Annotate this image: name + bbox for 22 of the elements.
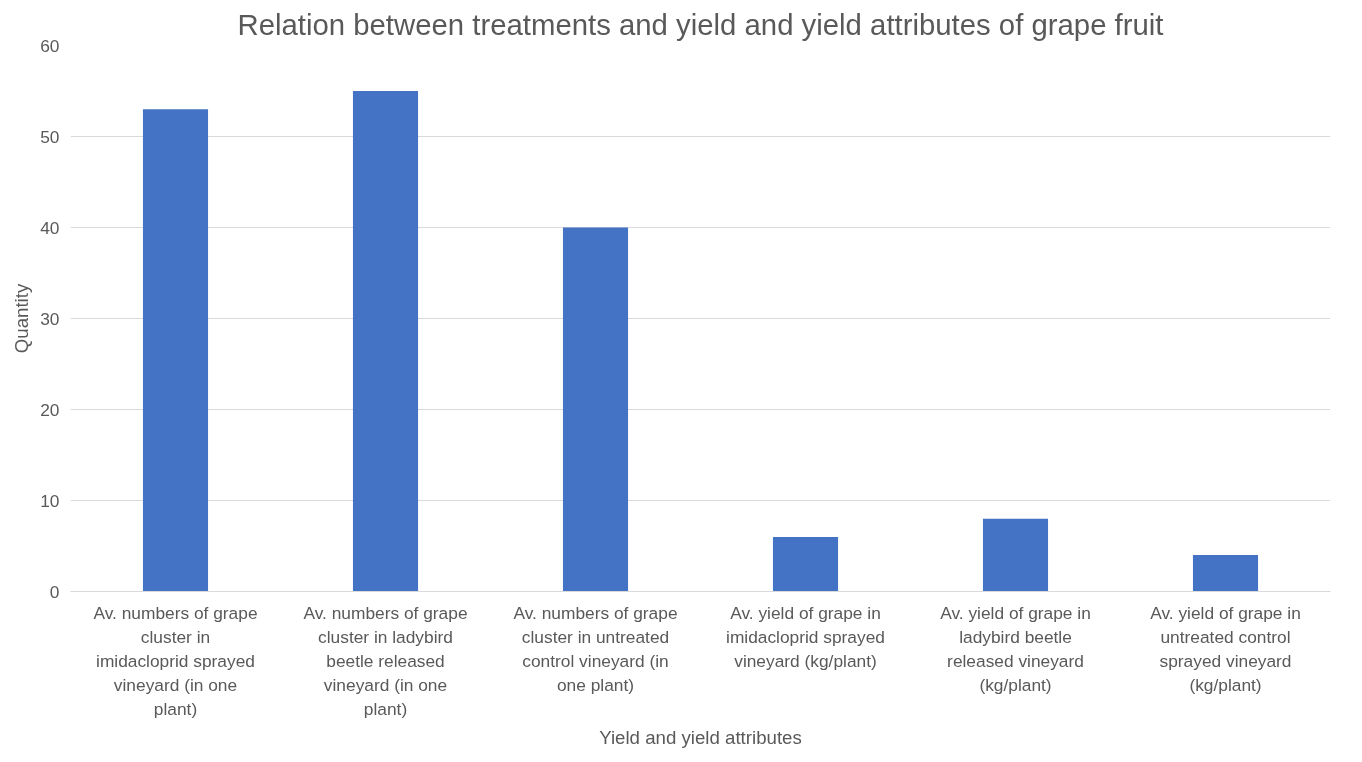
x-tick-label: Av. yield of grape in ladybird beetle released vineyard (kg/plant)	[940, 602, 1091, 695]
x-tick-label: Av. yield of grape in imidacloprid sprayed vineyard (kg/plant)	[726, 602, 885, 671]
y-tick-label: 20	[40, 399, 60, 420]
y-tick-label: 50	[40, 126, 60, 147]
x-tick-label: Av. numbers of grape cluster in imidacloprid sprayed vineyard (in one plant)	[93, 602, 258, 719]
x-tick-label: Av. yield of grape in untreated control sprayed vineyard (kg/plant)	[1150, 602, 1301, 695]
chart-title: Relation between treatments and yield and yield attributes of grape fruit	[237, 7, 1164, 41]
x-tick-label: Av. numbers of grape cluster in ladybird beetle released vineyard (in one plant)	[303, 602, 468, 719]
bar	[562, 227, 629, 592]
y-tick-label: 0	[49, 581, 60, 602]
bar	[982, 518, 1049, 592]
y-tick-label: 30	[40, 308, 60, 329]
bar	[352, 91, 419, 592]
bar	[142, 109, 209, 592]
bar	[1192, 555, 1259, 592]
y-axis-title: Quantity	[11, 283, 33, 354]
x-tick-label: Av. numbers of grape cluster in untreated control vineyard (in one plant)	[513, 602, 678, 695]
bar	[772, 536, 839, 592]
y-tick-label: 60	[40, 35, 60, 56]
y-tick-label: 10	[40, 490, 60, 511]
x-axis-title: Yield and yield attributes	[599, 726, 802, 748]
y-tick-label: 40	[40, 217, 60, 238]
